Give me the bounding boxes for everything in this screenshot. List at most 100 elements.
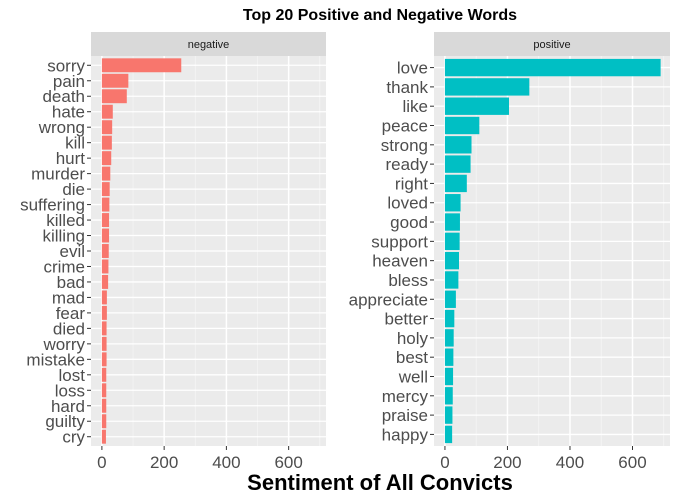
x-tick-label: 400 — [556, 453, 584, 472]
bar-kill — [101, 135, 112, 150]
bar-better — [444, 309, 455, 328]
category-label-hate: hate — [52, 103, 85, 122]
x-tick-label: 600 — [274, 453, 302, 472]
category-label-happy: happy — [382, 425, 429, 444]
category-label-support: support — [371, 232, 428, 251]
bar-thank — [444, 78, 530, 96]
x-tick-label: 0 — [97, 453, 106, 472]
category-label-ready: ready — [385, 155, 428, 174]
bar-mad — [101, 290, 107, 305]
bar-peace — [444, 116, 480, 135]
category-label-murder: murder — [31, 165, 85, 184]
category-label-mistake: mistake — [26, 350, 85, 369]
category-label-killing: killing — [42, 227, 85, 246]
bar-died — [101, 321, 107, 336]
category-label-mercy: mercy — [382, 387, 429, 406]
bar-strong — [444, 136, 472, 154]
strip-label-negative: negative — [188, 39, 230, 51]
bar-sorry — [101, 58, 182, 73]
panels: negativesorrypaindeathhatewrongkillhurtm… — [20, 32, 670, 472]
category-label-killed: killed — [46, 211, 85, 230]
category-label-suffering: suffering — [20, 196, 85, 215]
category-label-good: good — [390, 213, 428, 232]
bar-loved — [444, 194, 461, 212]
bar-pain — [101, 73, 129, 88]
category-label-holy: holy — [397, 329, 429, 348]
category-label-loved: loved — [387, 194, 428, 213]
x-tick-label: 400 — [212, 453, 240, 472]
category-label-loss: loss — [55, 381, 85, 400]
category-label-better: better — [385, 310, 429, 329]
bar-appreciate — [444, 290, 456, 308]
bar-die — [101, 182, 110, 197]
category-label-die: die — [62, 180, 85, 199]
bar-praise — [444, 406, 453, 424]
x-tick-label: 200 — [150, 453, 178, 472]
bar-guilty — [101, 414, 107, 429]
bar-good — [444, 213, 460, 231]
bar-love — [444, 58, 661, 77]
category-label-well: well — [398, 367, 428, 386]
category-label-sorry: sorry — [47, 56, 85, 75]
bar-crime — [101, 259, 109, 274]
panel-negative: negativesorrypaindeathhatewrongkillhurtm… — [20, 32, 326, 472]
x-tick-label: 600 — [618, 453, 646, 472]
category-label-like: like — [402, 97, 428, 116]
category-label-fear: fear — [56, 304, 86, 323]
strip-negative — [91, 32, 326, 56]
panel-positive: positive lovethanklikepeacestrongreadyrig… — [349, 32, 670, 472]
category-label-crime: crime — [43, 257, 85, 276]
bar-killed — [101, 213, 110, 228]
x-tick-label: 200 — [493, 453, 521, 472]
category-label-best: best — [396, 348, 428, 367]
category-label-pain: pain — [53, 72, 85, 91]
bar-mercy — [444, 387, 453, 405]
category-label-right: right — [395, 174, 428, 193]
category-label-mad: mad — [52, 288, 85, 307]
bar-holy — [444, 329, 454, 347]
bar-best — [444, 348, 454, 366]
bar-heaven — [444, 251, 460, 270]
category-label-strong: strong — [381, 136, 428, 155]
category-label-death: death — [42, 87, 85, 106]
bar-mistake — [101, 352, 107, 367]
bar-bad — [101, 274, 109, 289]
category-label-wrong: wrong — [38, 118, 85, 137]
category-label-guilty: guilty — [45, 412, 85, 431]
bar-like — [444, 97, 510, 115]
category-label-hurt: hurt — [56, 149, 86, 168]
bar-hate — [101, 104, 113, 119]
category-label-love: love — [397, 59, 428, 78]
bar-murder — [101, 166, 111, 181]
bar-support — [444, 232, 460, 251]
bar-hurt — [101, 151, 112, 166]
category-label-evil: evil — [59, 242, 85, 261]
x-tick-label: 0 — [440, 453, 449, 472]
bar-evil — [101, 244, 109, 258]
bar-well — [444, 367, 454, 386]
category-label-praise: praise — [382, 406, 428, 425]
category-label-cry: cry — [62, 428, 85, 447]
category-label-lost: lost — [59, 366, 86, 385]
category-label-bless: bless — [388, 271, 428, 290]
strip-positive — [434, 32, 670, 56]
bar-hard — [101, 398, 107, 413]
category-label-bad: bad — [57, 273, 85, 292]
category-label-kill: kill — [65, 134, 85, 153]
bar-death — [101, 89, 127, 104]
bar-worry — [101, 336, 107, 351]
category-label-heaven: heaven — [372, 252, 428, 271]
bar-killing — [101, 228, 110, 243]
bar-fear — [101, 305, 107, 320]
category-label-hard: hard — [51, 397, 85, 416]
bar-lost — [101, 367, 107, 382]
bar-right — [444, 174, 467, 193]
bar-bless — [444, 271, 459, 289]
bar-wrong — [101, 120, 113, 135]
bar-suffering — [101, 197, 110, 212]
strip-label-positive: positive — [533, 39, 570, 51]
category-label-thank: thank — [386, 78, 428, 97]
x-axis-label: Sentiment of All Convicts — [247, 470, 513, 495]
bar-ready — [444, 155, 471, 173]
